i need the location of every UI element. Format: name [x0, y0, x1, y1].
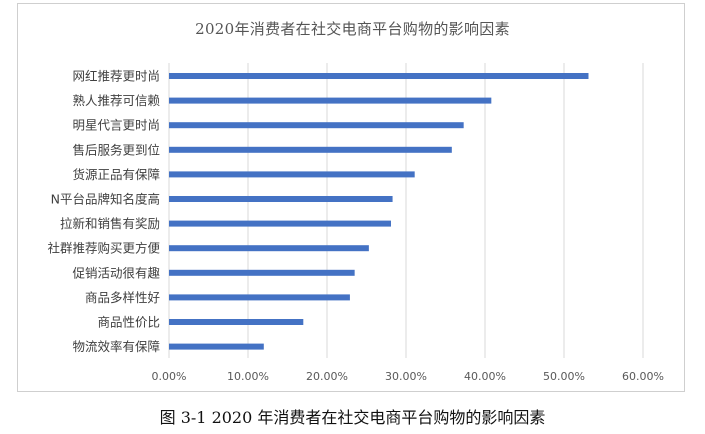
category-label: 货源正品有保障	[72, 167, 160, 182]
bar	[169, 245, 369, 252]
x-tick-label: 30.00%	[385, 370, 427, 383]
category-label: 拉新和销售有奖励	[60, 216, 160, 231]
bar	[169, 146, 452, 153]
bar	[169, 343, 264, 350]
category-label: 网红推荐更时尚	[72, 69, 160, 84]
category-label: 商品多样性好	[85, 290, 160, 305]
figure-caption: 图 3-1 2020 年消费者在社交电商平台购物的影响因素	[159, 408, 546, 427]
x-tick-label: 50.00%	[543, 370, 585, 383]
category-label: 商品性价比	[97, 315, 160, 330]
bar	[169, 122, 464, 129]
bar	[169, 97, 492, 104]
x-tick-label: 20.00%	[306, 370, 348, 383]
category-label: 明星代言更时尚	[72, 118, 160, 133]
x-tick-label: 40.00%	[464, 370, 506, 383]
category-label: 社群推荐购买更方便	[47, 241, 160, 256]
bar	[169, 294, 350, 301]
bar	[169, 319, 304, 325]
category-label: 促销活动很有趣	[72, 265, 160, 280]
bar	[169, 220, 391, 227]
bar	[169, 171, 415, 178]
bar	[169, 269, 355, 276]
bar	[169, 196, 393, 202]
bar-chart: 0.00% 10.00% 20.00% 30.00% 40.00% 50.00% 60.00…	[47, 63, 664, 383]
bar	[169, 73, 589, 79]
category-label: 熟人推荐可信赖	[72, 93, 160, 108]
category-label: 物流效率有保障	[72, 339, 160, 354]
chart-title: 2020年消费者在社交电商平台购物的影响因素	[195, 20, 510, 38]
x-tick-label: 60.00%	[622, 370, 664, 383]
x-tick-label: 0.00%	[152, 370, 187, 383]
category-label: 售后服务更到位	[72, 142, 160, 157]
x-tick-label: 10.00%	[227, 370, 269, 383]
category-label: N平台品牌知名度高	[51, 192, 160, 207]
